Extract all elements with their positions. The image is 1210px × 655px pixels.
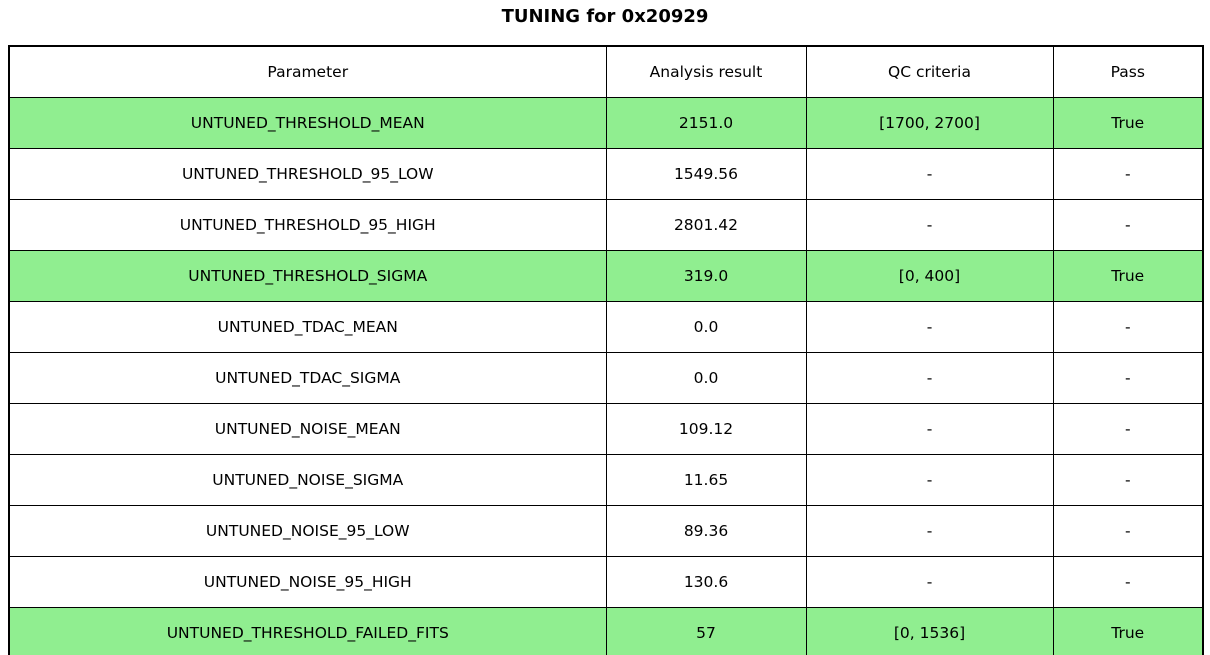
- cell-parameter: UNTUNED_NOISE_95_HIGH: [8, 556, 607, 608]
- cell-analysis-result: 130.6: [605, 556, 807, 608]
- cell-pass: -: [1052, 148, 1204, 200]
- header-row: Parameter Analysis result QC criteria Pa…: [8, 45, 1204, 98]
- cell-parameter: UNTUNED_TDAC_MEAN: [8, 301, 607, 353]
- column-header-pass: Pass: [1052, 45, 1204, 98]
- cell-parameter: UNTUNED_TDAC_SIGMA: [8, 352, 607, 404]
- cell-qc-criteria: -: [805, 148, 1054, 200]
- cell-parameter: UNTUNED_NOISE_95_LOW: [8, 505, 607, 557]
- cell-parameter: UNTUNED_THRESHOLD_SIGMA: [8, 250, 607, 302]
- cell-analysis-result: 2151.0: [605, 97, 807, 149]
- cell-analysis-result: 2801.42: [605, 199, 807, 251]
- cell-analysis-result: 319.0: [605, 250, 807, 302]
- column-header-parameter: Parameter: [8, 45, 607, 98]
- cell-analysis-result: 109.12: [605, 403, 807, 455]
- table-row: UNTUNED_THRESHOLD_FAILED_FITS 57 [0, 1536]…: [8, 607, 1204, 655]
- table-header: Parameter Analysis result QC criteria Pa…: [8, 45, 1204, 98]
- table-row: UNTUNED_NOISE_95_LOW 89.36- -: [8, 505, 1204, 557]
- cell-pass: True: [1052, 97, 1204, 149]
- table-body: UNTUNED_THRESHOLD_MEAN 2151.0 [1700, 2700]…: [8, 97, 1204, 655]
- cell-pass: -: [1052, 505, 1204, 557]
- cell-pass: -: [1052, 454, 1204, 506]
- table-row: UNTUNED_TDAC_MEAN 0.0- -: [8, 301, 1204, 353]
- cell-qc-criteria: [0, 1536]: [805, 607, 1054, 655]
- table-row: UNTUNED_THRESHOLD_SIGMA 319.0 [0, 400] True: [8, 250, 1204, 302]
- cell-qc-criteria: -: [805, 556, 1054, 608]
- cell-qc-criteria: -: [805, 403, 1054, 455]
- cell-pass: True: [1052, 250, 1204, 302]
- cell-pass: -: [1052, 352, 1204, 404]
- cell-qc-criteria: -: [805, 199, 1054, 251]
- cell-qc-criteria: [1700, 2700]: [805, 97, 1054, 149]
- table-row: UNTUNED_NOISE_95_HIGH 130.6- -: [8, 556, 1204, 608]
- table-row: UNTUNED_THRESHOLD_95_HIGH 2801.42- -: [8, 199, 1204, 251]
- cell-parameter: UNTUNED_NOISE_SIGMA: [8, 454, 607, 506]
- cell-parameter: UNTUNED_THRESHOLD_95_HIGH: [8, 199, 607, 251]
- table-row: UNTUNED_THRESHOLD_95_LOW 1549.56- -: [8, 148, 1204, 200]
- cell-qc-criteria: -: [805, 301, 1054, 353]
- cell-pass: -: [1052, 403, 1204, 455]
- table-row: UNTUNED_THRESHOLD_MEAN 2151.0 [1700, 2700]…: [8, 97, 1204, 149]
- cell-parameter: UNTUNED_THRESHOLD_FAILED_FITS: [8, 607, 607, 655]
- cell-analysis-result: 89.36: [605, 505, 807, 557]
- column-header-analysis-result: Analysis result: [605, 45, 807, 98]
- cell-analysis-result: 1549.56: [605, 148, 807, 200]
- cell-analysis-result: 0.0: [605, 352, 807, 404]
- cell-pass: -: [1052, 556, 1204, 608]
- cell-pass: -: [1052, 199, 1204, 251]
- cell-qc-criteria: -: [805, 454, 1054, 506]
- cell-qc-criteria: [0, 400]: [805, 250, 1054, 302]
- cell-pass: -: [1052, 301, 1204, 353]
- table-row: UNTUNED_NOISE_MEAN 109.12- -: [8, 403, 1204, 455]
- cell-parameter: UNTUNED_THRESHOLD_MEAN: [8, 97, 607, 149]
- column-header-qc-criteria: QC criteria: [805, 45, 1054, 98]
- cell-analysis-result: 11.65: [605, 454, 807, 506]
- table-row: UNTUNED_NOISE_SIGMA 11.65- -: [8, 454, 1204, 506]
- table-row: UNTUNED_TDAC_SIGMA 0.0- -: [8, 352, 1204, 404]
- cell-pass: True: [1052, 607, 1204, 655]
- qc-results-table: Parameter Analysis result QC criteria Pa…: [8, 45, 1204, 655]
- cell-parameter: UNTUNED_NOISE_MEAN: [8, 403, 607, 455]
- cell-qc-criteria: -: [805, 505, 1054, 557]
- cell-analysis-result: 0.0: [605, 301, 807, 353]
- page-title: TUNING for 0x20929: [501, 6, 709, 27]
- cell-qc-criteria: -: [805, 352, 1054, 404]
- cell-parameter: UNTUNED_THRESHOLD_95_LOW: [8, 148, 607, 200]
- cell-analysis-result: 57: [605, 607, 807, 655]
